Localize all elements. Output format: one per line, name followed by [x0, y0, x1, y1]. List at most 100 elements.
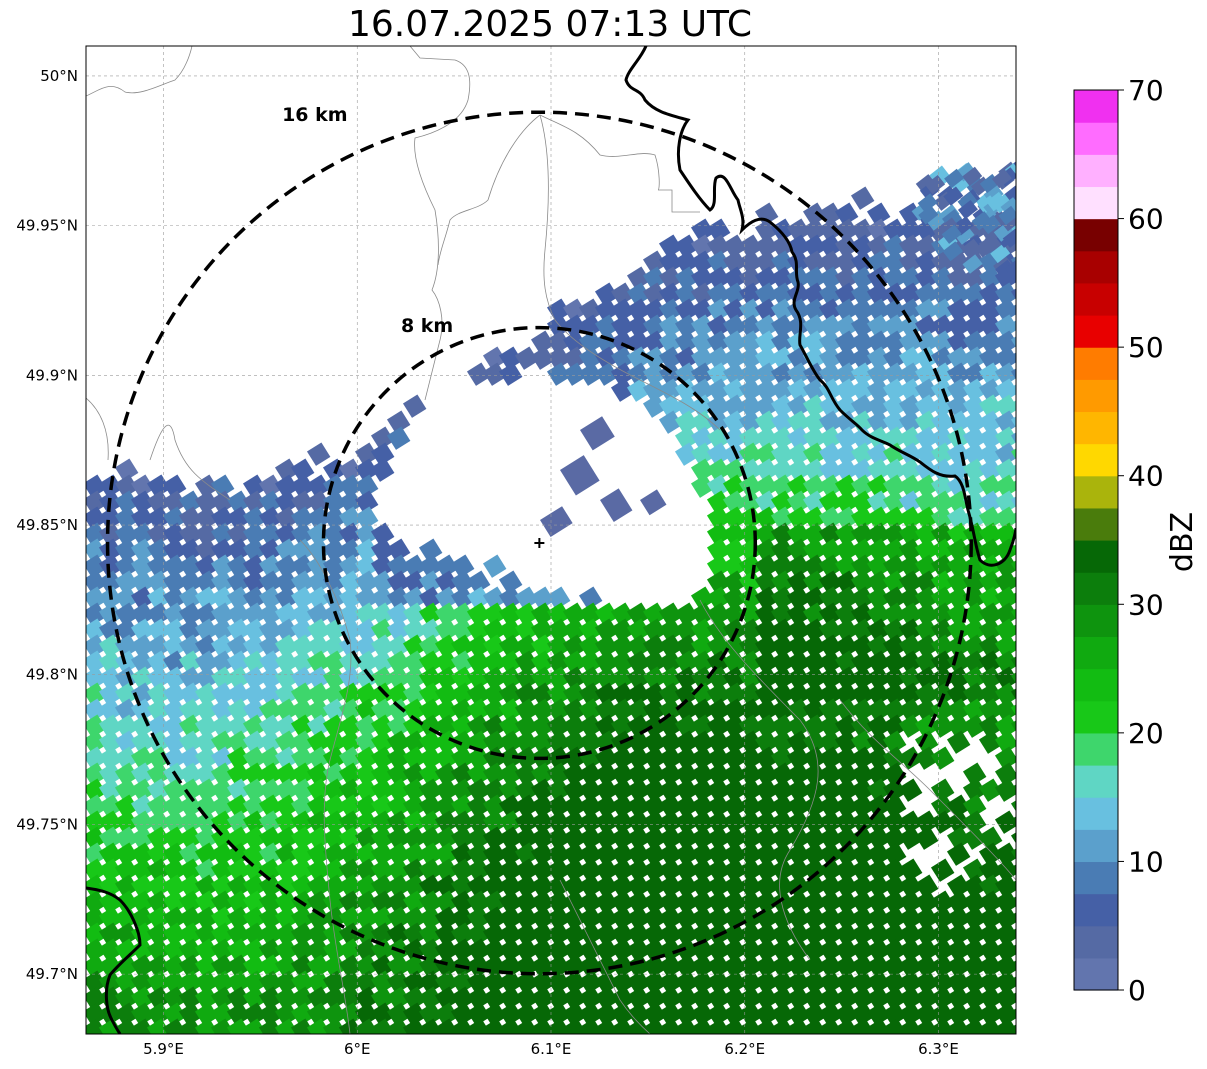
echo-cell: [834, 762, 859, 786]
echo-cell: [994, 442, 1016, 466]
echo-cell: [978, 1002, 1003, 1026]
echo-cell: [594, 698, 619, 722]
echo-cell: [898, 666, 923, 690]
echo-cell: [546, 314, 571, 338]
echo-cell: [946, 362, 971, 386]
echo-cell: [338, 858, 363, 882]
echo-cell: [434, 666, 459, 690]
echo-cell: [658, 746, 683, 770]
echo-cell: [338, 826, 363, 850]
echo-cell: [674, 618, 699, 642]
echo-cell: [674, 666, 699, 690]
echo-cell: [882, 938, 907, 962]
echo-cell: [674, 842, 699, 866]
echo-cell: [946, 1018, 971, 1034]
echo-cell: [466, 1002, 491, 1026]
echo-cell: [114, 810, 139, 834]
echo-cell: [658, 618, 683, 642]
echo-cell: [386, 730, 411, 754]
echo-cell: [194, 666, 219, 690]
echo-cell: [818, 618, 843, 642]
echo-cell: [514, 730, 539, 754]
echo-cell: [802, 650, 827, 674]
echo-cell: [866, 938, 891, 962]
echo-cell: [658, 890, 683, 914]
echo-cell: [754, 506, 779, 530]
echo-cell: [210, 666, 235, 690]
echo-cell: [946, 986, 971, 1010]
echo-cell: [434, 986, 459, 1010]
echo-cell: [786, 362, 811, 386]
echo-cell: [962, 874, 987, 898]
echo-cell: [786, 538, 811, 562]
echo-cell: [370, 922, 395, 946]
echo-cell: [306, 746, 331, 770]
echo-cell: [706, 970, 731, 994]
echo-cell: [802, 490, 827, 514]
echo-cell: [898, 522, 923, 546]
echo-cell: [210, 538, 235, 562]
echo-cell: [690, 474, 715, 498]
echo-cell: [898, 890, 923, 914]
echo-cell: [866, 714, 891, 738]
echo-cell: [562, 602, 587, 626]
echo-cell: [642, 826, 667, 850]
echo-cell: [594, 922, 619, 946]
echo-cell: [354, 826, 379, 850]
echo-cell: [706, 490, 731, 514]
echo-cell: [882, 490, 907, 514]
echo-cell: [290, 634, 315, 658]
echo-cell: [962, 282, 987, 306]
echo-cell: [530, 618, 555, 642]
echo-cell: [130, 874, 155, 898]
echo-cell: [370, 954, 395, 978]
echo-cell: [994, 874, 1016, 898]
echo-cell: [946, 810, 971, 834]
colorbar-segment: [1074, 250, 1118, 284]
echo-cell: [882, 586, 907, 610]
echo-cell: [530, 714, 555, 738]
echo-cell: [178, 890, 203, 914]
echo-cell: [722, 426, 747, 450]
echo-cell: [722, 1018, 747, 1034]
echo-cell: [866, 346, 891, 370]
echo-cell: [354, 746, 379, 770]
echo-cell: [530, 1002, 555, 1026]
echo-cell: [722, 986, 747, 1010]
echo-cell: [674, 426, 699, 450]
echo-cell: [610, 906, 635, 930]
echo-cell: [210, 1002, 235, 1026]
echo-cell: [962, 666, 987, 690]
echo-cell: [562, 666, 587, 690]
echo-cell: [642, 794, 667, 818]
echo-cell: [338, 954, 363, 978]
echo-cell: [610, 778, 635, 802]
echo-cell: [946, 618, 971, 642]
echo-cell: [962, 1002, 987, 1026]
echo-cell: [418, 970, 443, 994]
echo-cell: [610, 650, 635, 674]
echo-cell: [770, 346, 795, 370]
echo-cell: [370, 570, 395, 594]
latitude-tick-label: 50°N: [40, 67, 78, 85]
echo-cell: [674, 1002, 699, 1026]
echo-cell: [674, 778, 699, 802]
latitude-tick-label: 49.95°N: [16, 217, 78, 235]
echo-cell: [114, 554, 139, 578]
echo-cell: [770, 810, 795, 834]
echo-cell: [626, 730, 651, 754]
echo-cell: [626, 986, 651, 1010]
echo-cell: [642, 698, 667, 722]
colorbar-segment: [1074, 90, 1118, 123]
echo-cell: [802, 762, 827, 786]
echo-cell: [706, 282, 731, 306]
echo-cell: [594, 858, 619, 882]
echo-cell: [818, 634, 843, 658]
echo-cell: [194, 474, 219, 498]
echo-cell: [802, 458, 827, 482]
echo-cell: [178, 666, 203, 690]
echo-cell: [482, 730, 507, 754]
echo-cell: [146, 794, 171, 818]
echo-cell: [322, 890, 347, 914]
echo-cell: [418, 762, 443, 786]
